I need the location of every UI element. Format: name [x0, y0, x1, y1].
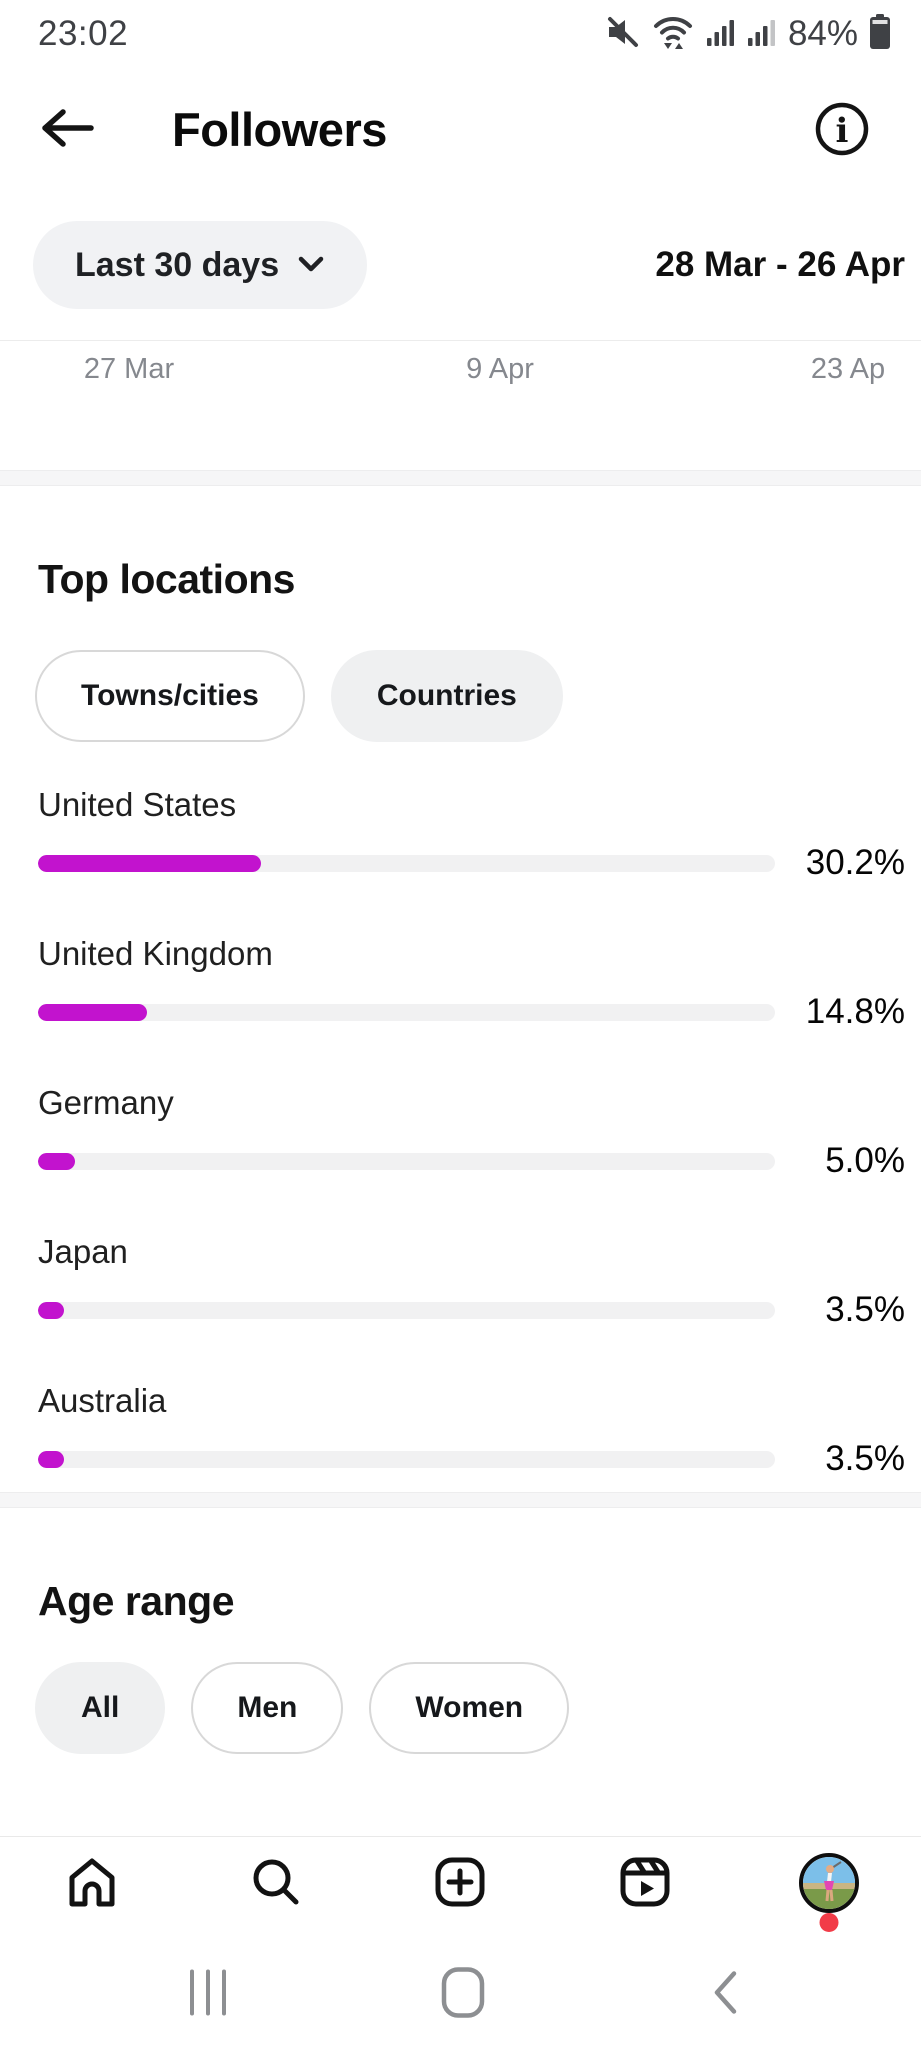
- bottom-nav: [0, 1836, 921, 1932]
- location-percent: 14.8%: [805, 992, 905, 1031]
- back-button[interactable]: [38, 106, 96, 152]
- tab-label: Women: [415, 1691, 524, 1724]
- wifi-icon: [651, 14, 695, 55]
- back-icon: [710, 1969, 740, 2020]
- location-bar-fill: [38, 1450, 64, 1468]
- location-name: Germany: [38, 1084, 174, 1121]
- list-item: Japan 3.5%: [38, 1233, 905, 1330]
- list-item: United States 30.2%: [38, 786, 905, 883]
- tab-all[interactable]: All: [35, 1662, 166, 1754]
- back-arrow-icon: [38, 105, 96, 154]
- info-button[interactable]: i: [814, 101, 870, 157]
- tab-label: Countries: [376, 679, 517, 712]
- age-range-heading: Age range: [38, 1578, 235, 1624]
- location-bar-track: [38, 1450, 775, 1468]
- reels-icon: [617, 1854, 673, 1913]
- home-icon: [63, 1854, 121, 1913]
- date-range-label: 28 Mar - 26 Apr: [655, 245, 905, 284]
- profile-tab[interactable]: [798, 1853, 859, 1932]
- page-title: Followers: [172, 102, 387, 156]
- location-bar-track: [38, 1003, 775, 1021]
- chevron-down-icon: [297, 255, 325, 276]
- location-name: Australia: [38, 1382, 167, 1419]
- period-label: Last 30 days: [75, 245, 280, 284]
- location-bar-fill: [38, 854, 261, 872]
- location-percent: 5.0%: [825, 1141, 905, 1180]
- search-icon: [248, 1854, 304, 1913]
- location-percent: 3.5%: [825, 1290, 905, 1329]
- location-bar-fill: [38, 1003, 148, 1021]
- home-button[interactable]: [439, 1965, 487, 2024]
- location-bar-track: [38, 1152, 775, 1170]
- tab-women[interactable]: Women: [369, 1662, 570, 1754]
- search-tab[interactable]: [246, 1853, 306, 1913]
- location-bar-fill: [38, 1152, 75, 1170]
- home-tab[interactable]: [62, 1853, 122, 1913]
- header: Followers i: [0, 86, 921, 172]
- locations-list: United States 30.2% United Kingdom 14.8%…: [38, 786, 905, 1531]
- axis-tick-label: 23 Ap: [810, 353, 886, 385]
- location-bar-track: [38, 854, 775, 872]
- period-dropdown[interactable]: Last 30 days: [33, 221, 368, 309]
- tab-label: All: [81, 1691, 120, 1724]
- location-name: United States: [38, 786, 237, 823]
- create-icon: [432, 1854, 488, 1913]
- battery-percent: 84%: [787, 14, 858, 53]
- section-divider: [0, 1492, 921, 1508]
- signal-icon: [706, 16, 736, 53]
- location-name: Japan: [38, 1233, 128, 1270]
- battery-icon: [869, 13, 891, 55]
- axis-tick-label: 27 Mar: [83, 353, 175, 385]
- top-locations-heading: Top locations: [38, 556, 295, 602]
- tab-label: Towns/cities: [81, 679, 259, 712]
- tab-towns-cities[interactable]: Towns/cities: [35, 650, 305, 742]
- create-tab[interactable]: [430, 1853, 490, 1913]
- location-percent: 3.5%: [825, 1439, 905, 1478]
- svg-text:i: i: [836, 111, 849, 151]
- status-bar: 23:02: [0, 0, 921, 60]
- tab-label: Men: [237, 1691, 298, 1724]
- location-percent: 30.2%: [805, 843, 905, 882]
- notification-dot: [819, 1913, 839, 1932]
- location-name: United Kingdom: [38, 935, 273, 972]
- list-item: United Kingdom 14.8%: [38, 935, 905, 1032]
- section-divider: [0, 470, 921, 486]
- info-icon: i: [814, 102, 870, 160]
- age-range-tabs: All Men Women: [35, 1662, 570, 1754]
- location-bar-track: [38, 1301, 775, 1319]
- reels-tab[interactable]: [615, 1853, 675, 1913]
- location-bar-fill: [38, 1301, 64, 1319]
- filter-row: Last 30 days 28 Mar - 26 Apr: [33, 220, 905, 310]
- tab-countries[interactable]: Countries: [330, 650, 563, 742]
- list-item: Australia 3.5%: [38, 1382, 905, 1479]
- chart-x-axis: 27 Mar 9 Apr 23 Ap: [0, 340, 921, 411]
- back-nav-button[interactable]: [710, 1969, 740, 2020]
- axis-tick-label: 9 Apr: [466, 353, 534, 385]
- home-pill-icon: [439, 1965, 487, 2024]
- profile-avatar: [798, 1853, 859, 1913]
- signal-secondary-icon: [747, 16, 777, 53]
- recents-button[interactable]: [186, 1967, 230, 2022]
- mute-icon: [606, 16, 640, 53]
- top-locations-tabs: Towns/cities Countries: [35, 650, 563, 742]
- recents-icon: [186, 1967, 230, 2022]
- clock: 23:02: [38, 14, 129, 53]
- system-nav: [0, 1940, 921, 2048]
- tab-men[interactable]: Men: [191, 1662, 344, 1754]
- list-item: Germany 5.0%: [38, 1084, 905, 1181]
